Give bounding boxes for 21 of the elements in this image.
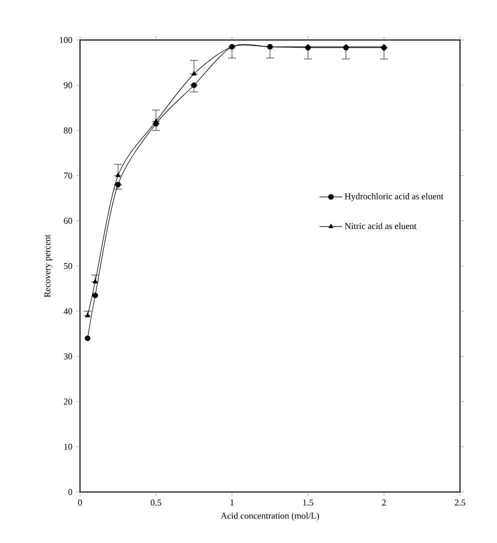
x-tick-label: 1.5 <box>303 500 314 506</box>
y-tick-label: 80 <box>64 127 72 134</box>
y-tick-label: 30 <box>64 353 72 360</box>
y-tick-label: 40 <box>64 308 72 314</box>
y-tick-label: 50 <box>64 262 72 270</box>
x-tick-label: 0 <box>78 500 82 506</box>
legend-label: Hydrochloric acid as eluent <box>344 193 444 202</box>
y-tick-label: 70 <box>64 172 72 179</box>
x-tick-label: 1 <box>230 500 234 506</box>
legend-label: Nitric acid as eluent <box>344 222 416 230</box>
x-axis-title: Acid concentration (mol/L) <box>220 512 319 521</box>
y-tick-label: 20 <box>64 398 72 405</box>
y-tick-label: 10 <box>64 444 72 450</box>
y-tick-label: 0 <box>68 488 72 496</box>
x-tick-label: 2.5 <box>454 500 466 506</box>
x-tick-label: 2 <box>382 500 386 506</box>
y-tick-label: 100 <box>60 36 72 44</box>
y-tick-label: 60 <box>64 218 72 224</box>
y-axis-title: Recovery percent <box>44 234 52 298</box>
y-tick-label: 90 <box>64 82 72 88</box>
x-tick-label: 0.5 <box>150 500 162 506</box>
